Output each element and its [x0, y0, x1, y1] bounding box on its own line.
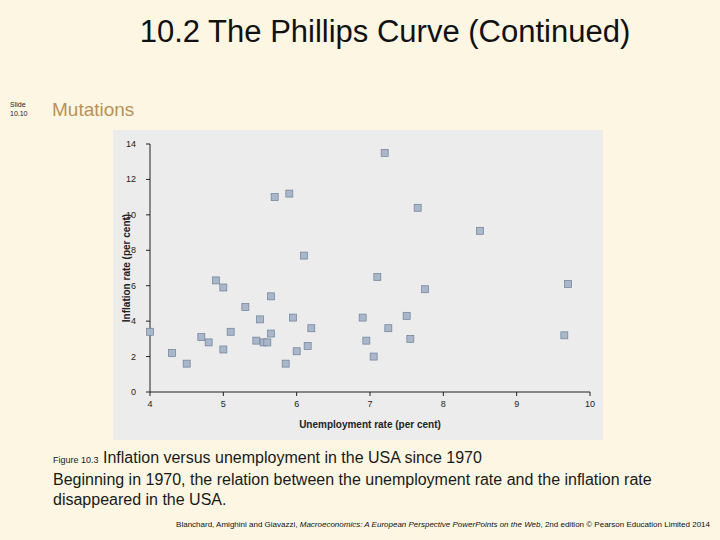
point [359, 314, 366, 321]
point [407, 335, 414, 342]
y-axis-label: Inflation rate (per cent) [121, 214, 132, 322]
y-tick [146, 356, 150, 357]
footer-part: Macroeconomics: A European Perspective P… [300, 520, 541, 529]
point [227, 328, 234, 335]
footer: Blanchard, Amighini and Giavazzi, Macroe… [176, 520, 710, 529]
point [308, 325, 315, 332]
y-tick-label: 12 [126, 174, 136, 184]
point [381, 149, 388, 156]
point [220, 346, 227, 353]
point [183, 360, 190, 367]
point [370, 353, 377, 360]
point [271, 194, 278, 201]
y-axis [150, 144, 151, 392]
x-tick-label: 7 [367, 399, 372, 409]
point [286, 190, 293, 197]
point [290, 314, 297, 321]
point [253, 337, 260, 344]
y-tick [146, 392, 150, 393]
point [304, 342, 311, 349]
x-tick [150, 392, 151, 396]
point [374, 273, 381, 280]
point [422, 286, 429, 293]
y-tick-label: 14 [126, 139, 136, 149]
slide-number: Slide10.10 [10, 100, 28, 118]
caption: Figure 10.3 Inflation versus unemploymen… [53, 448, 715, 510]
y-tick-label: 2 [131, 352, 136, 362]
y-tick [146, 144, 150, 145]
x-tick-label: 8 [441, 399, 446, 409]
point [213, 277, 220, 284]
point [242, 303, 249, 310]
footer-part: , 2nd edition © Pearson Education Limite… [540, 520, 710, 529]
y-tick [146, 321, 150, 322]
footer-part: Blanchard, Amighini and Giavazzi, [176, 520, 300, 529]
point [385, 325, 392, 332]
slide-number-line: Slide [10, 100, 28, 109]
x-tick-label: 10 [585, 399, 595, 409]
y-tick [146, 285, 150, 286]
point [264, 339, 271, 346]
point [205, 339, 212, 346]
point [147, 328, 154, 335]
x-tick [223, 392, 224, 396]
point [268, 293, 275, 300]
point [301, 252, 308, 259]
x-tick [370, 392, 371, 396]
y-tick-label: 0 [131, 387, 136, 397]
subtitle: Mutations [52, 99, 134, 121]
point [403, 312, 410, 319]
point [565, 280, 572, 287]
caption-text: Beginning in 1970, the relation between … [53, 470, 715, 510]
point [169, 350, 176, 357]
caption-title: Inflation versus unemployment in the USA… [103, 449, 482, 466]
x-tick [443, 392, 444, 396]
point [477, 227, 484, 234]
y-tick [146, 179, 150, 180]
y-tick [146, 250, 150, 251]
point [198, 334, 205, 341]
x-tick-label: 6 [294, 399, 299, 409]
point [257, 316, 264, 323]
x-tick-label: 4 [147, 399, 152, 409]
figure-number: Figure 10.3 [53, 455, 99, 465]
x-tick [296, 392, 297, 396]
figure-panel [113, 130, 603, 440]
point [363, 337, 370, 344]
x-axis-label: Unemployment rate (per cent) [299, 419, 441, 430]
x-tick-label: 9 [514, 399, 519, 409]
point [293, 348, 300, 355]
y-tick [146, 214, 150, 215]
point [220, 284, 227, 291]
x-tick [590, 392, 591, 396]
point [561, 332, 568, 339]
point [268, 330, 275, 337]
point [282, 360, 289, 367]
x-tick [516, 392, 517, 396]
slide-title: 10.2 The Phillips Curve (Continued) [0, 14, 720, 50]
slide-number-line: 10.10 [10, 109, 28, 118]
point [414, 204, 421, 211]
x-tick-label: 5 [221, 399, 226, 409]
points [147, 149, 572, 367]
